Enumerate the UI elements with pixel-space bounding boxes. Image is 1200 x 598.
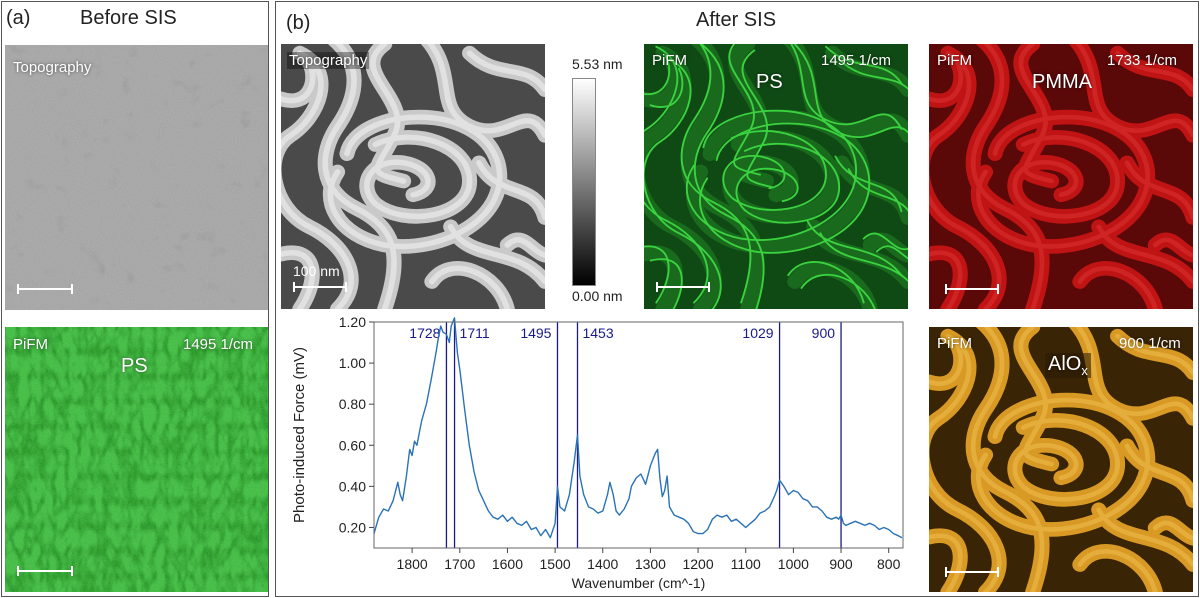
x-tick-label: 1500 bbox=[540, 556, 571, 572]
panel-b-ps-species: PS bbox=[756, 71, 783, 93]
panel-b-letter: (b) bbox=[286, 12, 311, 34]
colorbar-min-label: 0.00 nm bbox=[572, 288, 623, 304]
panel-b-alox-species: AlOx bbox=[1045, 353, 1091, 378]
panel-a-pifm-label: PiFM bbox=[13, 336, 48, 353]
x-tick-label: 1400 bbox=[587, 556, 618, 572]
y-tick-label: 1.20 bbox=[339, 314, 366, 330]
panel-b-scalebar-label: 100 nm bbox=[293, 263, 340, 279]
marker-label-1711: 1711 bbox=[460, 325, 490, 341]
panel-a-pifm-wavenumber: 1495 1/cm bbox=[183, 336, 254, 353]
panel-a-topography-image: Topography bbox=[5, 45, 268, 310]
y-tick-label: 0.60 bbox=[339, 437, 366, 453]
panel-b-topography-image: Topography 100 nm bbox=[281, 44, 545, 309]
alox-species-base: AlO bbox=[1048, 353, 1082, 375]
y-tick-label: 0.40 bbox=[339, 478, 366, 494]
panel-b-ps-scalebar bbox=[656, 282, 710, 292]
panel-a-frame bbox=[1, 1, 269, 597]
panel-b-title: After SIS bbox=[696, 9, 777, 31]
panel-a-letter: (a) bbox=[6, 7, 31, 29]
x-tick-label: 1000 bbox=[778, 556, 809, 572]
y-tick-label: 1.00 bbox=[339, 355, 366, 371]
panel-b-pifm-alox-image: PiFM AlOx 900 1/cm bbox=[929, 327, 1193, 592]
panel-b-frame bbox=[275, 1, 1199, 597]
panel-b-pifm-ps-image: PiFM PS 1495 1/cm bbox=[644, 44, 908, 309]
colorbar bbox=[572, 78, 596, 286]
panel-a-topo-scalebar bbox=[17, 284, 73, 294]
x-tick-label: 1600 bbox=[492, 556, 523, 572]
panel-b-alox-scalebar bbox=[945, 567, 999, 577]
alox-species-sub: x bbox=[1081, 363, 1088, 378]
x-tick-label: 1100 bbox=[731, 556, 761, 572]
panel-b-pmma-wavenumber: 1733 1/cm bbox=[1107, 52, 1178, 69]
panel-a-title: Before SIS bbox=[80, 7, 177, 29]
x-tick-label: 800 bbox=[877, 556, 901, 572]
marker-label-1029: 1029 bbox=[742, 325, 773, 341]
panel-b-pmma-scalebar bbox=[945, 284, 999, 294]
panel-b-alox-label: PiFM bbox=[937, 335, 972, 352]
colorbar-max-label: 5.53 nm bbox=[572, 56, 623, 72]
x-tick-label: 1800 bbox=[397, 556, 428, 572]
panel-b-ps-label: PiFM bbox=[652, 52, 687, 69]
pifm-spectrum-chart: 1728 1711 1495 1453 1029 900 0.20 0.40 0.60 0.80… bbox=[291, 314, 904, 591]
panel-b-topo-scalebar bbox=[293, 282, 347, 292]
y-tick-label: 0.20 bbox=[339, 519, 366, 535]
plot-frame bbox=[373, 321, 904, 549]
panel-b-pmma-species: PMMA bbox=[1032, 71, 1092, 93]
y-tick-label: 0.80 bbox=[339, 396, 366, 412]
panel-b-topography-label: Topography bbox=[287, 52, 370, 69]
panel-a-pifm-image: PiFM PS 1495 1/cm bbox=[5, 327, 268, 592]
x-axis-label: Wavenumber (cm^-1) bbox=[572, 575, 706, 591]
panel-a-topography-label: Topography bbox=[13, 59, 92, 76]
panel-b-pifm-pmma-image: PiFM PMMA 1733 1/cm bbox=[929, 44, 1193, 309]
marker-label-1495: 1495 bbox=[520, 325, 551, 341]
x-tick-label: 1300 bbox=[635, 556, 666, 572]
marker-label-900: 900 bbox=[812, 325, 836, 341]
panel-b-pmma-label: PiFM bbox=[937, 52, 972, 69]
y-axis-label: Photo-induced Force (mV) bbox=[291, 347, 308, 523]
x-tick-label: 1700 bbox=[444, 556, 475, 572]
x-tick-label: 1200 bbox=[682, 556, 713, 572]
x-tick-label: 900 bbox=[829, 556, 853, 572]
panel-b-ps-wavenumber: 1495 1/cm bbox=[821, 52, 892, 69]
spectrum-series-line-0 bbox=[373, 317, 903, 539]
panel-b-alox-wavenumber: 900 1/cm bbox=[1119, 335, 1181, 352]
panel-a-pifm-scalebar bbox=[17, 566, 73, 576]
marker-label-1728: 1728 bbox=[409, 325, 440, 341]
marker-label-1453: 1453 bbox=[582, 325, 613, 341]
panel-a-pifm-species: PS bbox=[121, 355, 148, 377]
